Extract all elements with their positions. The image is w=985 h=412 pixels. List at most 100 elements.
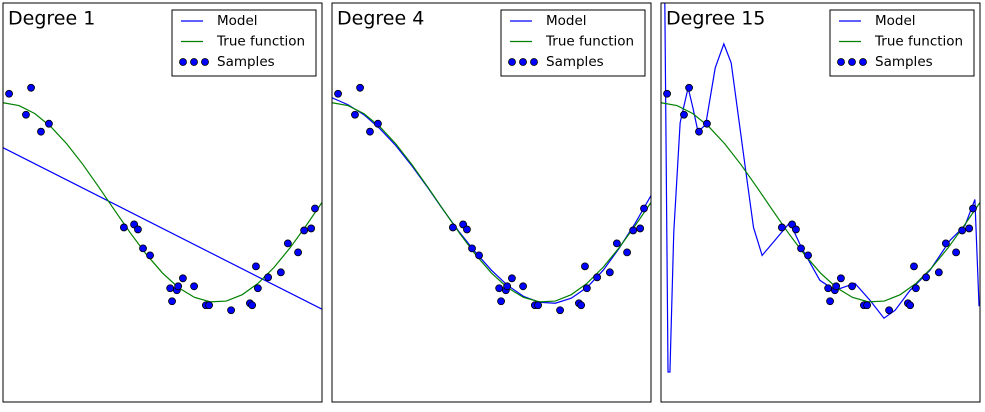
sample-point <box>449 223 457 232</box>
sample-point <box>663 89 671 98</box>
legend-label: Model <box>217 13 258 29</box>
sample-point <box>941 239 950 248</box>
sample-point <box>227 306 235 315</box>
legend-marker <box>201 58 209 66</box>
panel-title: Degree 1 <box>8 8 95 30</box>
sample-point <box>253 284 262 293</box>
sample-point <box>922 273 930 282</box>
sample-point <box>804 251 812 260</box>
legend: Model True function Samples <box>500 9 646 77</box>
sample-point <box>934 268 943 277</box>
sample-point <box>146 251 154 260</box>
sample-point <box>680 110 688 119</box>
legend-label: True function <box>216 34 305 50</box>
sample-point <box>969 204 977 213</box>
sample-point <box>593 273 601 282</box>
model-line <box>3 102 322 303</box>
legend-label: Samples <box>217 54 275 70</box>
sample-point <box>22 110 30 119</box>
sample-point <box>37 127 45 136</box>
sample-point <box>695 127 703 136</box>
legend-label: True function <box>545 34 634 50</box>
sample-point <box>311 204 319 213</box>
sample-point <box>582 284 591 293</box>
sample-point <box>463 225 471 234</box>
sample-point <box>205 301 213 310</box>
panel: Degree 4 Model True function Samples <box>331 2 652 403</box>
sample-point <box>468 244 476 253</box>
sample-point <box>612 239 621 248</box>
sample-point <box>179 274 187 283</box>
sample-point <box>307 224 316 233</box>
sample-point <box>300 226 309 235</box>
sample-point <box>824 284 833 293</box>
sample-point <box>629 226 638 235</box>
sample-point <box>832 282 841 291</box>
axes-frame <box>660 2 981 403</box>
sample-point <box>534 301 542 310</box>
legend-marker <box>848 58 856 66</box>
plot-area <box>332 83 651 315</box>
sample-point <box>826 297 834 306</box>
sample-point <box>581 262 589 271</box>
legend-marker <box>837 58 845 66</box>
legend-marker <box>859 58 867 66</box>
legend-marker <box>190 58 198 66</box>
legend: Model True function Samples <box>829 9 975 77</box>
legend-marker <box>179 58 187 66</box>
axes-frame <box>331 2 652 403</box>
sample-point <box>910 262 918 271</box>
legend-label: Model <box>875 13 916 29</box>
sample-point <box>276 268 285 277</box>
sample-point <box>252 262 260 271</box>
sample-point <box>519 282 527 291</box>
legend-label: True function <box>874 34 963 50</box>
sample-point <box>797 244 805 253</box>
sample-point <box>294 248 302 257</box>
sample-point <box>605 268 614 277</box>
sample-point <box>577 301 586 310</box>
sample-point <box>885 306 893 315</box>
sample-point <box>556 306 564 315</box>
sample-point <box>965 224 974 233</box>
sample-point <box>27 83 35 92</box>
sample-point <box>703 119 711 128</box>
panel-title: Degree 4 <box>337 8 424 30</box>
sample-point <box>958 226 967 235</box>
sample-point <box>374 119 382 128</box>
sample-point <box>174 282 183 291</box>
sample-point <box>283 239 292 248</box>
sample-point <box>623 248 631 257</box>
sample-point <box>366 127 374 136</box>
model-line <box>661 102 980 303</box>
legend-label: Model <box>546 13 587 29</box>
sample-point <box>906 301 915 310</box>
sample-point <box>636 224 645 233</box>
sample-point <box>778 223 786 232</box>
sample-point <box>508 274 516 283</box>
sample-point <box>863 301 871 310</box>
sample-point <box>356 83 364 92</box>
sample-point <box>166 284 175 293</box>
legend-marker <box>508 58 516 66</box>
legend-label: Samples <box>546 54 604 70</box>
sample-point <box>334 89 342 98</box>
sample-point <box>911 284 920 293</box>
sample-point <box>503 282 512 291</box>
panel: Degree 15 Model True function Samples <box>660 2 981 403</box>
legend: Model True function Samples <box>171 9 317 77</box>
sample-point <box>952 248 960 257</box>
legend-marker <box>519 58 527 66</box>
model-line <box>332 102 651 303</box>
sample-point <box>475 251 483 260</box>
plot-area <box>661 3 980 373</box>
sample-point <box>134 225 142 234</box>
sample-point <box>685 83 693 92</box>
legend-marker <box>530 58 538 66</box>
sample-point <box>120 223 128 232</box>
legend-label: Samples <box>875 54 933 70</box>
sample-point <box>848 282 856 291</box>
axes-frame <box>2 2 323 403</box>
sample-point <box>837 274 845 283</box>
